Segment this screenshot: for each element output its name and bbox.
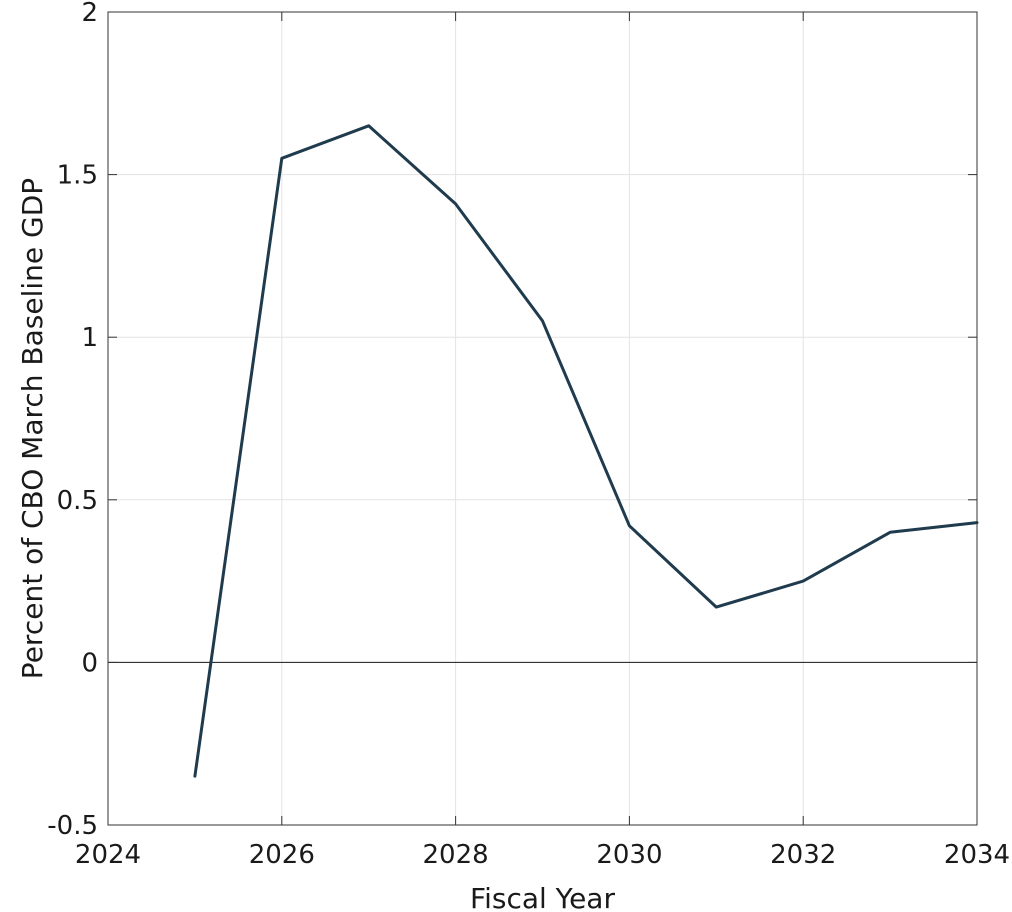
x-tick-label: 2030 bbox=[596, 840, 662, 870]
x-tick-label: 2024 bbox=[75, 840, 141, 870]
y-tick-label: 0 bbox=[81, 648, 98, 678]
y-tick-label: 2 bbox=[81, 0, 98, 28]
x-tick-label: 2032 bbox=[770, 840, 836, 870]
series-line bbox=[193, 124, 979, 778]
y-tick-label: -0.5 bbox=[47, 811, 98, 841]
x-tick-label: 2026 bbox=[249, 840, 315, 870]
y-tick-labels: -0.5 0 0.5 1 1.5 2 bbox=[47, 0, 98, 841]
tick-marks bbox=[107, 11, 978, 826]
gridlines bbox=[107, 11, 978, 826]
x-tick-label: 2034 bbox=[944, 840, 1010, 870]
x-tick-labels: 2024 2026 2028 2030 2032 2034 bbox=[75, 840, 1010, 870]
series-layer bbox=[193, 124, 979, 778]
x-axis-title: Fiscal Year bbox=[470, 882, 615, 912]
y-tick-label: 0.5 bbox=[57, 486, 98, 516]
y-axis-title: Percent of CBO March Baseline GDP bbox=[16, 178, 49, 679]
x-tick-label: 2028 bbox=[423, 840, 489, 870]
y-tick-label: 1.5 bbox=[57, 161, 98, 191]
plot-frame bbox=[107, 11, 978, 826]
y-tick-label: 1 bbox=[81, 323, 98, 353]
